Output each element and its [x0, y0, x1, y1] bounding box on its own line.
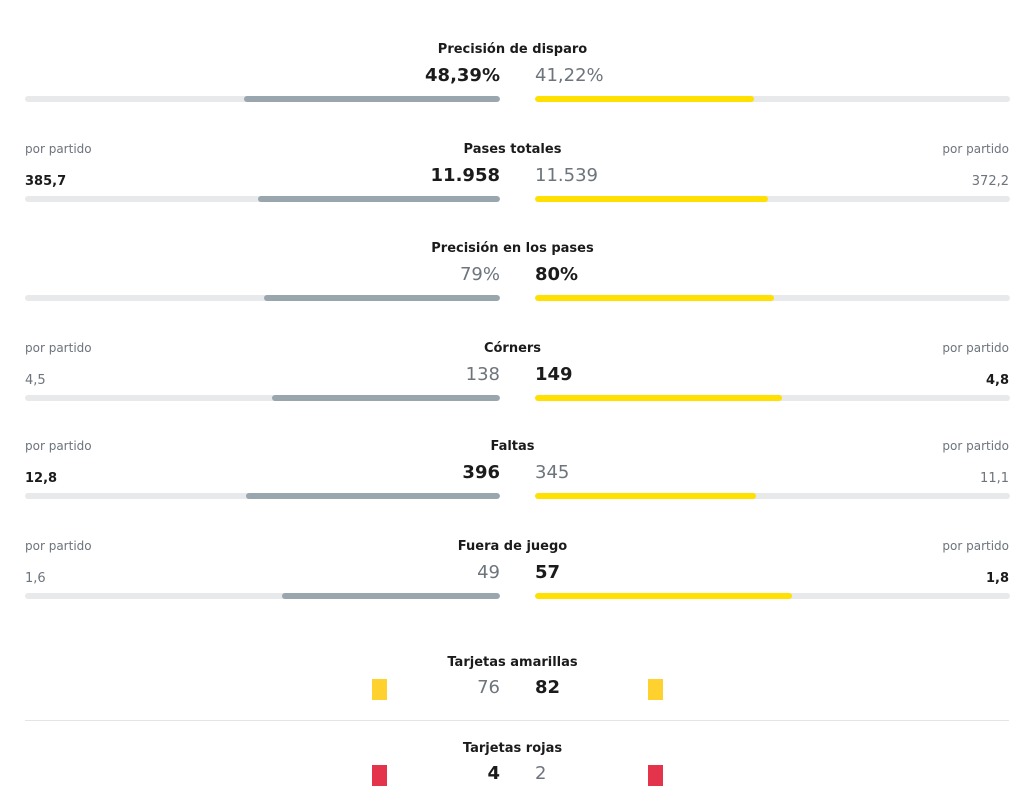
home-bar-track: [25, 395, 500, 401]
home-bar-fill: [263, 295, 500, 301]
home-per-game-value: 12,8: [25, 471, 58, 486]
home-per-game-label: por partido: [25, 439, 92, 453]
away-value: 57: [535, 562, 561, 583]
away-bar-track: [535, 196, 1010, 202]
home-value: 49: [477, 562, 500, 583]
away-per-game-label: por partido: [942, 539, 1009, 553]
home-value: 138: [465, 364, 500, 385]
home-per-game-value: 385,7: [25, 174, 67, 189]
away-per-game-label: por partido: [942, 142, 1009, 156]
home-bar-track: [25, 196, 500, 202]
away-per-game-value: 1,8: [985, 571, 1009, 586]
stat-fouls: por partido Faltas por partido 12,8 11,1…: [0, 439, 1025, 509]
home-per-game-label: por partido: [25, 142, 92, 156]
home-bar-track: [25, 493, 500, 499]
stat-shot-accuracy: Precisión de disparo 48,39% 41,22%: [0, 42, 1025, 112]
home-value: 11.958: [430, 165, 500, 186]
away-per-game-value: 11,1: [980, 471, 1009, 486]
away-per-game-value: 4,8: [985, 373, 1009, 388]
home-value: 79%: [459, 264, 500, 285]
away-bar-track: [535, 96, 1010, 102]
stat-title: Tarjetas rojas: [462, 741, 563, 756]
home-per-game-label: por partido: [25, 539, 92, 553]
away-bar-fill: [535, 593, 792, 599]
away-bar-fill: [535, 295, 774, 301]
home-bar-track: [25, 295, 500, 301]
stat-yellow-cards: Tarjetas amarillas 76 82: [0, 655, 1025, 715]
stat-title: Fuera de juego: [457, 539, 568, 554]
home-yellow-count: 76: [477, 677, 500, 698]
away-bar-track: [535, 295, 1010, 301]
divider: [25, 720, 1009, 721]
away-value: 345: [535, 462, 570, 483]
away-bar-track: [535, 493, 1010, 499]
away-bar-fill: [535, 96, 754, 102]
away-value: 149: [535, 364, 573, 385]
stat-pass-accuracy: Precisión en los pases 79% 80%: [0, 241, 1025, 311]
home-yellow-card-icon: [372, 679, 387, 700]
home-bar-fill: [257, 196, 500, 202]
away-bar-fill: [535, 196, 768, 202]
stat-title: Faltas: [490, 439, 535, 454]
home-per-game-value: 1,6: [25, 571, 46, 586]
home-bar-fill: [243, 96, 500, 102]
home-bar-fill: [272, 395, 500, 401]
away-bar-track: [535, 395, 1010, 401]
away-per-game-label: por partido: [942, 439, 1009, 453]
home-per-game-value: 4,5: [25, 373, 46, 388]
away-per-game-value: 372,2: [971, 174, 1009, 189]
stat-corners: por partido Córners por partido 4,5 4,8 …: [0, 341, 1025, 411]
away-yellow-card-icon: [648, 679, 663, 700]
home-bar-fill: [281, 593, 500, 599]
away-yellow-count: 82: [535, 677, 561, 698]
stat-title: Pases totales: [463, 142, 562, 157]
away-value: 41,22%: [535, 65, 604, 86]
home-bar-track: [25, 96, 500, 102]
home-bar-track: [25, 593, 500, 599]
stat-title: Precisión en los pases: [431, 241, 594, 256]
away-red-count: 2: [535, 763, 547, 784]
home-bar-fill: [245, 493, 500, 499]
away-bar-fill: [535, 493, 756, 499]
stat-title: Tarjetas amarillas: [447, 655, 578, 670]
stat-total-passes: por partido Pases totales por partido 38…: [0, 142, 1025, 212]
away-bar-track: [535, 593, 1010, 599]
home-value: 396: [462, 462, 500, 483]
away-value: 80%: [535, 264, 579, 285]
stat-offsides: por partido Fuera de juego por partido 1…: [0, 539, 1025, 609]
stat-red-cards: Tarjetas rojas 4 2: [0, 741, 1025, 801]
away-value: 11.539: [535, 165, 598, 186]
away-red-card-icon: [648, 765, 663, 786]
stat-title: Córners: [483, 341, 542, 356]
home-red-card-icon: [372, 765, 387, 786]
stat-title: Precisión de disparo: [437, 42, 588, 57]
away-per-game-label: por partido: [942, 341, 1009, 355]
home-per-game-label: por partido: [25, 341, 92, 355]
home-value: 48,39%: [425, 65, 500, 86]
home-red-count: 4: [487, 763, 500, 784]
away-bar-fill: [535, 395, 782, 401]
